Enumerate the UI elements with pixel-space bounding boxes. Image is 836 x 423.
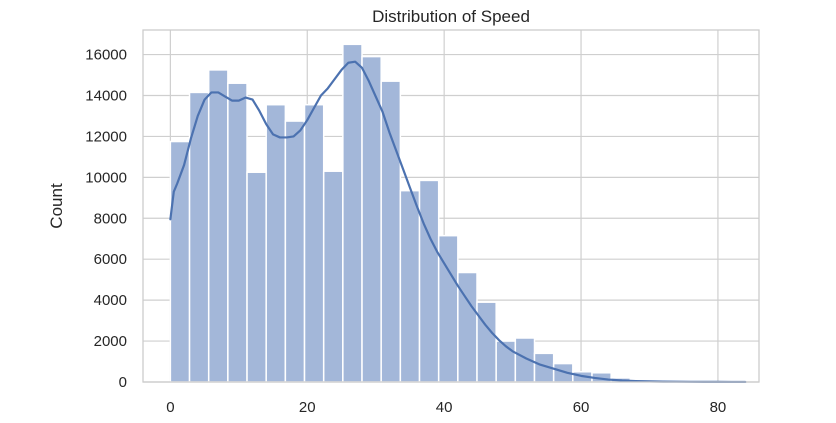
histogram-bar (342, 43, 363, 383)
histogram-bar (246, 171, 267, 383)
y-tick-label: 0 (119, 374, 127, 391)
kde-curve (169, 60, 747, 384)
y-tick-labels: 0 2000 4000 6000 8000 10000 12000 14000 16000 (85, 47, 127, 391)
histogram-bar (361, 55, 382, 383)
x-tick-label: 20 (299, 399, 316, 416)
histogram-bar (418, 179, 440, 383)
y-tick-label: 8000 (94, 210, 127, 227)
y-axis-title: Count (47, 183, 66, 229)
histogram-bar (476, 301, 497, 383)
histogram-bar (227, 82, 248, 383)
x-tick-label: 0 (166, 399, 174, 416)
x-tick-labels: 0 20 40 60 80 (166, 399, 726, 416)
y-tick-label: 10000 (85, 169, 127, 186)
histogram-bar (265, 103, 287, 383)
histogram-bar (284, 120, 306, 383)
x-tick-label: 80 (710, 399, 727, 416)
plot-frame (142, 29, 760, 383)
x-tick-label: 40 (436, 399, 453, 416)
y-tick-label: 14000 (85, 87, 127, 104)
histogram-bar (303, 103, 325, 383)
y-tick-label: 12000 (85, 128, 127, 145)
x-tick-label: 60 (573, 399, 590, 416)
y-tick-label: 4000 (94, 292, 127, 309)
y-tick-label: 2000 (94, 333, 127, 350)
histogram-bar (399, 189, 421, 383)
chart-title: Distribution of Speed (372, 7, 530, 26)
histogram-bar (322, 170, 344, 383)
y-tick-label: 16000 (85, 47, 127, 64)
y-tick-label: 6000 (94, 251, 127, 268)
histogram-bar (207, 69, 229, 383)
histogram-bar (380, 80, 402, 383)
